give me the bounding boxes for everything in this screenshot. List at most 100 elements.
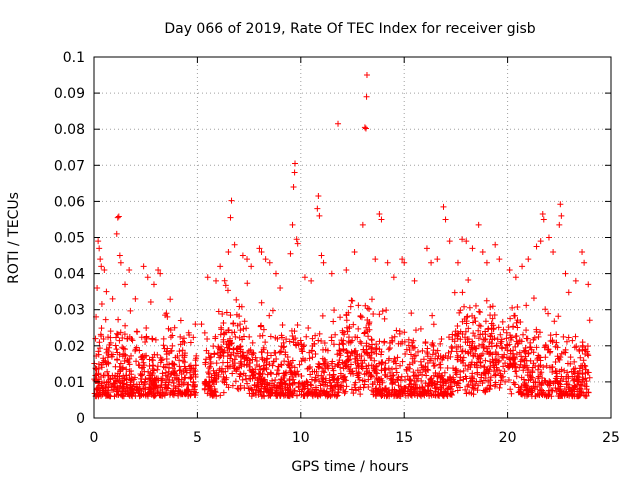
data-point xyxy=(283,336,290,343)
x-tick-label: 10 xyxy=(292,430,310,446)
data-point xyxy=(448,376,455,383)
data-point xyxy=(238,363,245,370)
data-point xyxy=(503,329,510,336)
data-point xyxy=(476,353,483,360)
data-point xyxy=(430,391,437,398)
data-point xyxy=(105,378,112,385)
data-point xyxy=(306,349,313,356)
data-point xyxy=(520,381,527,388)
data-point xyxy=(154,351,161,358)
data-point xyxy=(571,386,578,393)
data-point xyxy=(357,312,364,319)
data-point xyxy=(272,377,279,384)
data-point xyxy=(258,354,265,361)
data-point xyxy=(424,383,431,390)
data-point xyxy=(451,289,458,296)
data-point xyxy=(418,377,425,384)
data-point xyxy=(336,347,343,354)
data-point xyxy=(401,385,408,392)
data-point xyxy=(497,370,504,377)
data-point xyxy=(126,361,133,368)
data-point xyxy=(249,356,256,363)
data-point xyxy=(467,361,474,368)
data-point xyxy=(338,337,345,344)
data-point xyxy=(387,369,394,376)
data-point xyxy=(384,259,391,266)
data-point xyxy=(523,302,530,309)
data-point xyxy=(519,391,526,398)
data-point xyxy=(362,125,369,132)
data-point xyxy=(553,339,560,346)
data-point xyxy=(558,212,565,219)
data-point xyxy=(434,391,441,398)
data-point xyxy=(312,374,319,381)
data-point xyxy=(227,312,234,319)
data-point xyxy=(172,354,179,361)
data-point xyxy=(523,327,530,334)
data-point xyxy=(149,365,156,372)
data-point xyxy=(157,270,164,277)
data-point xyxy=(191,383,198,390)
data-point xyxy=(351,248,358,255)
data-point xyxy=(438,390,445,397)
data-point xyxy=(539,387,546,394)
data-point xyxy=(159,370,166,377)
data-point xyxy=(359,377,366,384)
data-point xyxy=(539,211,546,218)
data-point xyxy=(147,299,154,306)
data-point xyxy=(345,338,352,345)
data-point xyxy=(462,362,469,369)
data-point xyxy=(564,369,571,376)
data-point xyxy=(521,348,528,355)
data-point xyxy=(478,374,485,381)
data-point xyxy=(322,379,329,386)
data-point xyxy=(512,333,519,340)
data-point xyxy=(565,375,572,382)
data-point xyxy=(98,263,105,270)
data-point xyxy=(361,329,368,336)
data-point xyxy=(479,380,486,387)
data-point xyxy=(257,333,264,340)
data-point xyxy=(444,376,451,383)
data-point xyxy=(582,363,589,370)
data-point xyxy=(486,366,493,373)
data-point xyxy=(393,365,400,372)
data-point xyxy=(121,358,128,365)
data-point xyxy=(343,324,350,331)
data-point xyxy=(128,335,135,342)
data-point xyxy=(579,389,586,396)
data-point xyxy=(337,364,344,371)
data-point xyxy=(487,362,494,369)
data-point xyxy=(510,347,517,354)
data-point xyxy=(502,360,509,367)
data-point xyxy=(142,338,149,345)
data-point xyxy=(136,393,143,400)
data-point xyxy=(405,392,412,399)
data-point xyxy=(339,329,346,336)
data-point xyxy=(568,368,575,375)
data-point xyxy=(344,350,351,357)
data-point xyxy=(96,339,103,346)
data-point xyxy=(109,372,116,379)
data-point xyxy=(266,259,273,266)
data-point xyxy=(499,318,506,325)
data-point xyxy=(395,340,402,347)
data-point xyxy=(210,381,217,388)
data-point xyxy=(403,346,410,353)
y-tick-label: 0.04 xyxy=(54,267,85,283)
data-point xyxy=(258,248,265,255)
data-point xyxy=(291,388,298,395)
data-point xyxy=(411,344,418,351)
data-point xyxy=(182,374,189,381)
data-point xyxy=(512,312,518,319)
data-point xyxy=(322,391,329,398)
data-point xyxy=(177,367,184,374)
data-point xyxy=(518,383,525,390)
data-point xyxy=(520,331,527,338)
data-point xyxy=(129,375,136,382)
data-point xyxy=(113,378,120,385)
data-point xyxy=(224,344,231,351)
data-point xyxy=(447,391,454,398)
data-point xyxy=(241,318,248,325)
data-point xyxy=(115,385,122,392)
